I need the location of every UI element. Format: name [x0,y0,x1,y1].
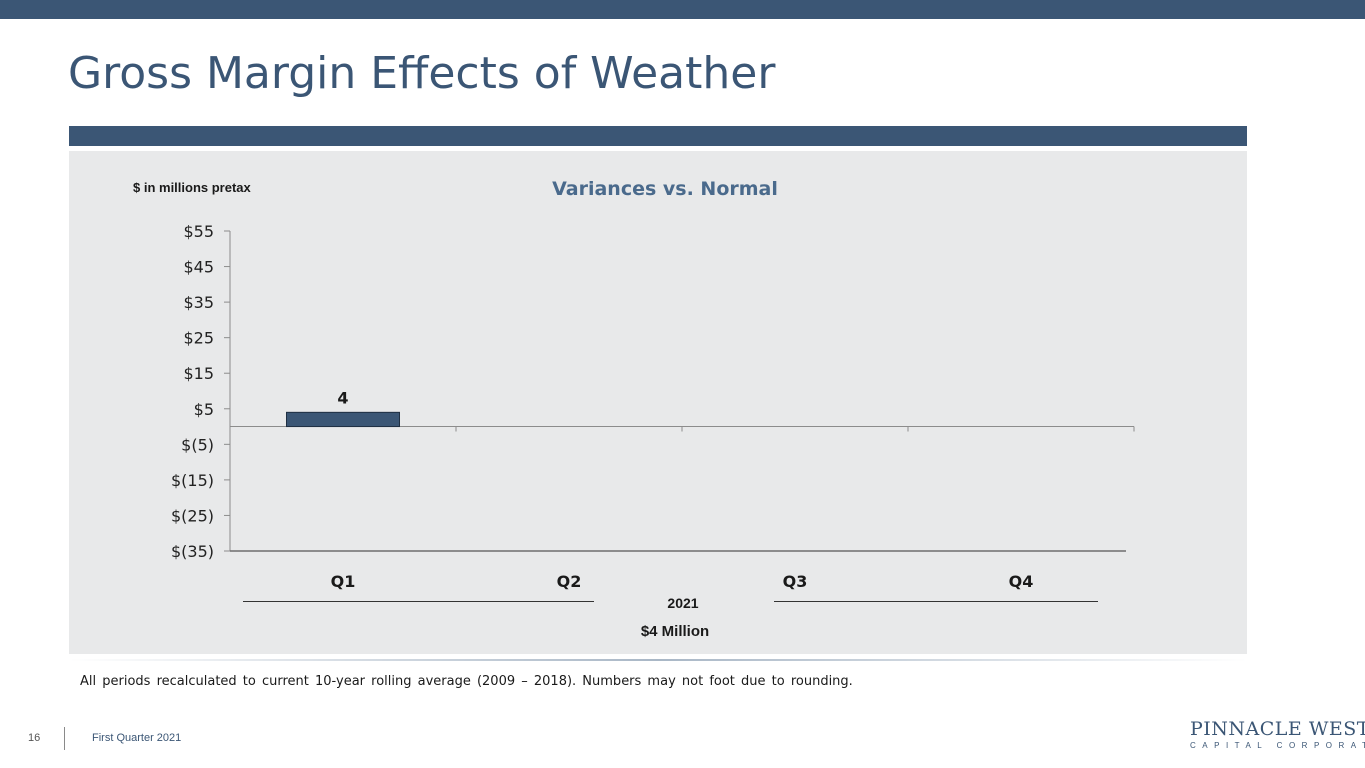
y-tick-label: $25 [183,329,214,348]
header-band [69,126,1247,146]
year-bracket-left [243,601,594,602]
y-tick-label: $(35) [171,542,214,561]
y-tick-label: $(5) [181,435,214,454]
unit-label: $ in millions pretax [133,180,251,195]
year-bracket-right [774,601,1098,602]
category-label-q2: Q2 [557,572,582,591]
chart-title: Variances vs. Normal [552,178,778,200]
y-tick-label: $45 [183,258,214,277]
slide-title: Gross Margin Effects of Weather [68,48,776,99]
y-tick-label: $15 [183,364,214,383]
year-group-label: 2021 [667,595,699,611]
footnote: All periods recalculated to current 10-y… [80,674,853,689]
category-label-q1: Q1 [331,572,356,591]
y-tick-label: $55 [183,222,214,241]
y-tick-label: $(15) [171,471,214,490]
y-tick-label: $(25) [171,506,214,525]
page-number: 16 [28,732,41,744]
logo-wordmark: PINNACLE WEST [1190,718,1365,740]
category-label-q3: Q3 [783,572,808,591]
footer-divider [64,727,65,750]
y-tick-label: $35 [183,293,214,312]
chart-panel [69,151,1247,654]
y-tick-label: $5 [194,400,214,419]
footer-text: First Quarter 2021 [92,732,182,744]
company-logo: PINNACLE WEST CAPITAL CORPORATION [1190,718,1365,750]
total-label: $4 Million [640,623,710,640]
top-accent-bar [0,0,1365,19]
bar-q1 [286,411,400,428]
logo-subtitle: CAPITAL CORPORATION [1190,741,1365,750]
category-label-q4: Q4 [1009,572,1034,591]
data-label-q1: 4 [337,388,348,407]
footer-rule [69,659,1247,661]
